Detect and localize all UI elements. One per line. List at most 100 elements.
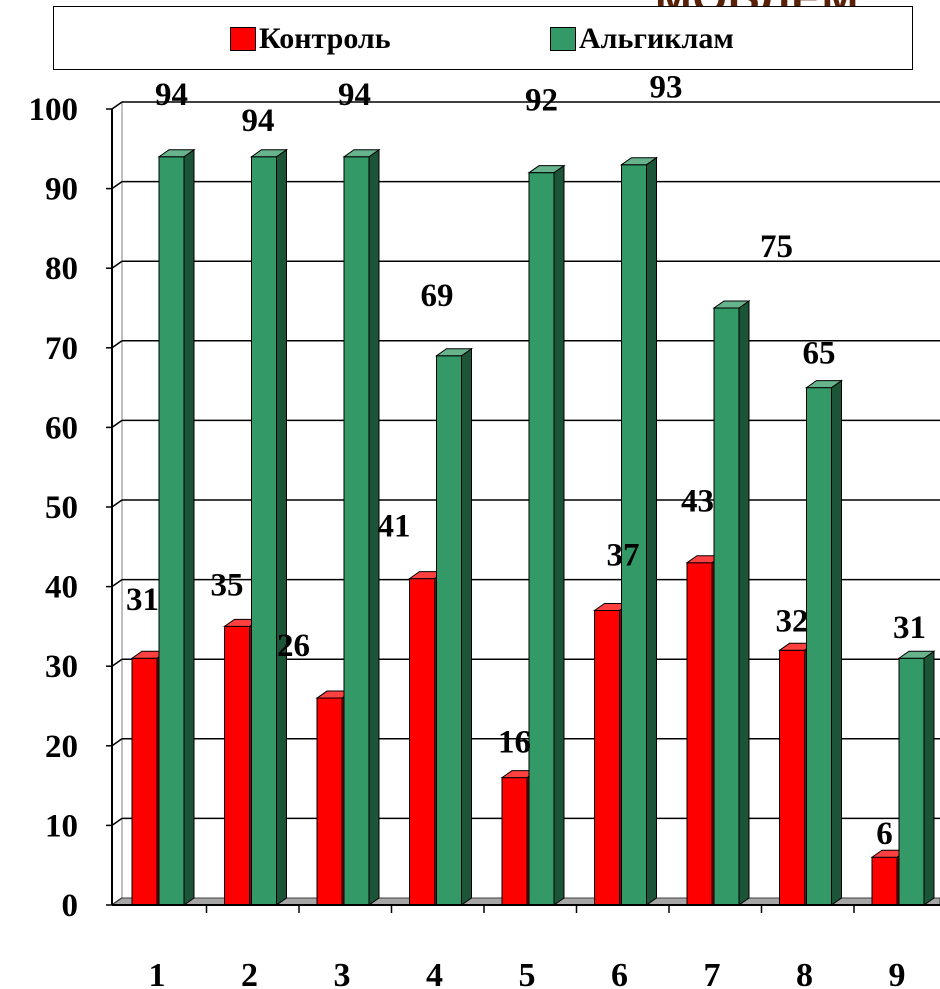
bar-side bbox=[461, 347, 472, 906]
y-tick-label: 10 bbox=[45, 808, 78, 844]
data-label: 31 bbox=[893, 610, 926, 646]
data-label: 26 bbox=[277, 628, 310, 664]
bar-side bbox=[553, 164, 565, 906]
bar-algiklam-3 bbox=[342, 148, 381, 906]
bar-front bbox=[409, 578, 435, 906]
bar-side bbox=[276, 148, 287, 906]
data-label: 65 bbox=[803, 336, 836, 372]
x-tick-label: 7 bbox=[704, 957, 721, 989]
bar-algiklam-7 bbox=[712, 300, 751, 906]
bar-top bbox=[804, 380, 844, 389]
data-label: 75 bbox=[760, 229, 793, 265]
data-label: 37 bbox=[607, 537, 640, 573]
gridline-depth bbox=[111, 419, 123, 429]
legend-label-control: Контроль bbox=[259, 22, 391, 55]
bar-side bbox=[646, 156, 657, 906]
legend-swatch-algiklam bbox=[550, 27, 576, 51]
gridline-depth bbox=[111, 101, 123, 110]
legend: Контроль Альгиклам bbox=[53, 6, 913, 70]
bar-side bbox=[923, 650, 935, 906]
bar-front bbox=[158, 156, 185, 906]
bar-front bbox=[871, 856, 898, 906]
y-tick-label: 80 bbox=[45, 251, 78, 287]
data-label: 6 bbox=[876, 816, 893, 852]
bar-algiklam-1 bbox=[157, 148, 196, 906]
gridline-depth bbox=[111, 817, 123, 827]
x-tick-label: 6 bbox=[611, 957, 628, 989]
gridline-depth bbox=[111, 499, 123, 508]
bar-front bbox=[594, 609, 620, 906]
bar-top bbox=[712, 300, 751, 309]
bars bbox=[130, 148, 936, 906]
bar-algiklam-9 bbox=[897, 650, 936, 906]
bar-front bbox=[898, 657, 925, 906]
bar-front bbox=[621, 164, 647, 906]
y-axis: 0 10 20 30 40 50 60 70 80 90 100 bbox=[29, 92, 113, 924]
x-tick-label: 9 bbox=[889, 957, 906, 989]
x-tick-label: 8 bbox=[796, 957, 813, 989]
y-tick-label: 90 bbox=[45, 172, 78, 208]
data-label: 31 bbox=[126, 582, 159, 618]
gridline-depth bbox=[111, 658, 123, 667]
legend-swatch-control bbox=[230, 27, 256, 51]
gridline-depth bbox=[111, 738, 123, 747]
bar-front bbox=[131, 657, 158, 906]
bar-front bbox=[501, 777, 528, 906]
bar-front bbox=[343, 156, 370, 906]
bar-front bbox=[779, 649, 805, 906]
gridline-depth bbox=[111, 340, 123, 349]
bar-top bbox=[157, 149, 196, 158]
bar-top bbox=[249, 149, 289, 158]
data-label: 94 bbox=[155, 77, 188, 113]
gridline-depth bbox=[111, 180, 123, 190]
y-tick-label: 30 bbox=[45, 649, 78, 685]
bar-front bbox=[316, 697, 343, 906]
bar-front bbox=[686, 562, 713, 906]
bar-front bbox=[436, 355, 462, 906]
bar-algiklam-4 bbox=[434, 347, 474, 906]
data-labels: 31 94 35 94 26 94 41 69 16 92 37 93 43 75 32 65 6 31 bbox=[126, 70, 926, 853]
x-tick-label: 2 bbox=[241, 957, 258, 989]
x-tick-label: 4 bbox=[426, 957, 443, 989]
bar-algiklam-6 bbox=[619, 156, 659, 906]
data-label: 41 bbox=[378, 509, 411, 545]
gridline-depth bbox=[111, 260, 123, 269]
data-label: 94 bbox=[338, 77, 371, 113]
bar-front bbox=[806, 387, 832, 906]
bar-top bbox=[434, 348, 474, 357]
bar-top bbox=[897, 650, 936, 659]
data-label: 69 bbox=[421, 278, 454, 314]
bar-side bbox=[738, 300, 750, 906]
data-label: 16 bbox=[498, 725, 531, 761]
legend-entry-control: Контроль bbox=[230, 22, 391, 56]
data-label: 43 bbox=[681, 484, 714, 520]
gridline-depth bbox=[111, 578, 123, 588]
y-tick-label: 60 bbox=[45, 410, 78, 446]
y-tick-label: 40 bbox=[45, 570, 78, 606]
legend-label-algiklam: Альгиклам bbox=[579, 22, 734, 55]
bar-front bbox=[251, 156, 277, 906]
bar-side bbox=[831, 379, 842, 906]
y-tick-label: 70 bbox=[45, 331, 78, 367]
x-tick-label: 1 bbox=[149, 957, 166, 989]
bar-algiklam-8 bbox=[804, 379, 844, 906]
x-axis: 1 2 3 4 5 6 7 8 9 bbox=[112, 904, 940, 989]
bar-algiklam-5 bbox=[527, 164, 566, 906]
y-tick-label: 20 bbox=[45, 729, 78, 765]
bar-side bbox=[183, 148, 195, 906]
data-label: 32 bbox=[776, 603, 809, 639]
y-tick-label: 50 bbox=[45, 490, 78, 526]
bar-front bbox=[528, 172, 555, 906]
bar-top bbox=[527, 165, 566, 174]
data-label: 94 bbox=[242, 103, 275, 139]
bar-front bbox=[713, 307, 740, 906]
x-tick-label: 3 bbox=[334, 957, 351, 989]
data-label: 92 bbox=[525, 83, 558, 119]
x-tick-label: 5 bbox=[519, 957, 536, 989]
y-tick-label: 0 bbox=[62, 888, 79, 924]
bar-front bbox=[224, 625, 250, 906]
legend-entry-algiklam: Альгиклам bbox=[550, 22, 734, 56]
bar-algiklam-2 bbox=[249, 148, 289, 906]
y-tick-label: 100 bbox=[29, 92, 79, 128]
